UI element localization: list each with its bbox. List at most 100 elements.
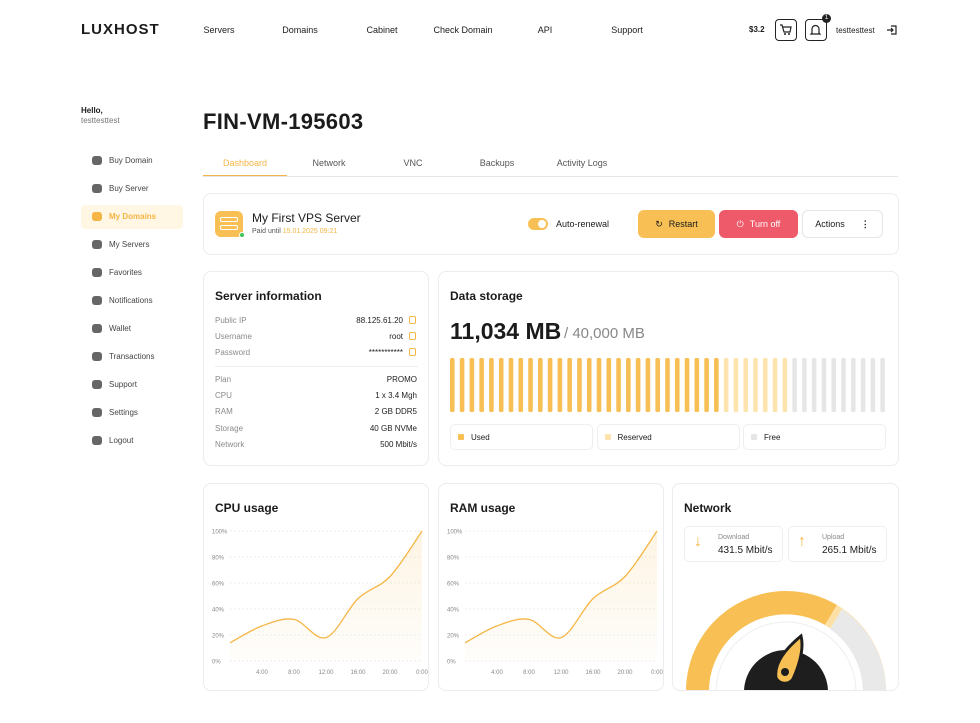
storage-total: / 40,000 MB xyxy=(564,325,645,342)
sidebar-item[interactable]: Favorites xyxy=(81,261,183,285)
sidebar-label: Settings xyxy=(109,408,138,417)
legend-label: Free xyxy=(764,433,781,442)
storage-bar xyxy=(489,358,494,412)
info-label: Public IP xyxy=(215,316,247,325)
tabs-divider xyxy=(203,176,898,177)
sidebar-icon xyxy=(92,296,102,305)
nav-link[interactable]: Servers xyxy=(203,25,235,35)
legend-item: Reserved xyxy=(596,424,740,450)
card-title: RAM usage xyxy=(450,501,516,515)
info-label: CPU xyxy=(215,391,232,400)
storage-bar xyxy=(772,358,778,412)
storage-bar xyxy=(665,358,670,412)
sidebar-label: Buy Server xyxy=(109,184,149,193)
storage-bar xyxy=(802,358,807,412)
actions-label: Actions xyxy=(815,219,845,229)
storage-bar xyxy=(616,358,621,412)
tab[interactable]: Network xyxy=(312,158,346,168)
info-value: PROMO xyxy=(386,375,417,384)
x-tick-label: 12:00 xyxy=(553,670,569,676)
x-tick-label: 20:00 xyxy=(617,670,633,676)
cart-button[interactable] xyxy=(775,19,797,41)
tab[interactable]: VNC xyxy=(403,158,423,168)
nav-link[interactable]: Cabinet xyxy=(366,25,398,35)
sidebar-label: My Domains xyxy=(109,212,157,221)
username[interactable]: testtesttest xyxy=(836,26,875,35)
sidebar-item[interactable]: Buy Domain xyxy=(81,149,183,173)
sidebar-icon xyxy=(92,324,102,333)
sidebar-label: Support xyxy=(109,380,138,389)
copy-icon[interactable] xyxy=(409,332,416,340)
info-label: Storage xyxy=(215,424,244,433)
nav-link[interactable]: Support xyxy=(611,25,643,35)
auto-renewal-label: Auto-renewal xyxy=(556,219,610,229)
line xyxy=(229,530,423,644)
sidebar-label: Logout xyxy=(109,436,134,445)
sidebar-item[interactable]: My Domains xyxy=(81,205,183,229)
card-title: CPU usage xyxy=(215,501,279,515)
storage-bar xyxy=(753,358,758,412)
y-tick-label: 0% xyxy=(212,660,221,666)
upload-label: Upload xyxy=(822,534,845,541)
storage-bar xyxy=(635,358,641,412)
turn-off-button[interactable]: ⏻ Turn off xyxy=(719,210,798,238)
sidebar-icon xyxy=(92,352,102,361)
y-tick-label: 20% xyxy=(212,634,225,640)
storage-bar xyxy=(792,358,797,412)
nav-link[interactable]: API xyxy=(537,25,553,35)
server-info-card: Server information Public IP 88.125.61.20… xyxy=(203,271,429,466)
sidebar-item[interactable]: Support xyxy=(81,373,183,397)
sidebar-label: Buy Domain xyxy=(109,156,153,165)
tab[interactable]: Dashboard xyxy=(222,158,268,168)
legend-swatch xyxy=(604,434,611,440)
card-title: Network xyxy=(684,501,732,515)
notifications-button[interactable] xyxy=(805,19,827,41)
logout-icon[interactable] xyxy=(886,24,898,36)
sidebar-item[interactable]: Buy Server xyxy=(81,177,183,201)
copy-icon[interactable] xyxy=(409,316,416,324)
storage-bar xyxy=(860,358,866,412)
tab[interactable]: Backups xyxy=(479,158,515,168)
storage-bars xyxy=(450,358,885,412)
sidebar-item[interactable]: Notifications xyxy=(81,289,183,313)
notification-badge: 1 xyxy=(822,14,831,23)
storage-bar xyxy=(577,358,582,412)
nav-link[interactable]: Check Domain xyxy=(433,25,493,35)
x-tick-label: 8:00 xyxy=(288,670,300,676)
upload-value: 265.1 Mbit/s xyxy=(822,545,877,556)
auto-renewal-toggle[interactable] xyxy=(528,218,548,230)
y-tick-label: 40% xyxy=(447,608,460,614)
storage-bar xyxy=(821,358,827,412)
sidebar-item[interactable]: Transactions xyxy=(81,345,183,369)
storage-bar xyxy=(547,358,553,412)
storage-bar xyxy=(674,358,680,412)
area xyxy=(230,531,422,661)
storage-bar xyxy=(841,358,846,412)
actions-button[interactable]: Actions ⋮ xyxy=(802,210,883,238)
storage-bar xyxy=(743,358,748,412)
storage-bar xyxy=(518,358,524,412)
legend-label: Reserved xyxy=(617,433,652,442)
restart-button[interactable]: ↻ Restart xyxy=(638,210,715,238)
y-tick-label: 80% xyxy=(212,556,225,562)
nav-link[interactable]: Domains xyxy=(282,25,318,35)
tab[interactable]: Activity Logs xyxy=(556,158,608,168)
sidebar-item[interactable]: Logout xyxy=(81,429,183,453)
legend-item: Used xyxy=(450,424,593,450)
legend-swatch xyxy=(458,434,464,440)
storage-bar xyxy=(538,358,543,412)
logo[interactable]: LUXHOST xyxy=(81,21,160,38)
divider xyxy=(215,366,418,367)
info-label: Network xyxy=(215,440,245,449)
sidebar-icon xyxy=(92,156,102,165)
storage-bar xyxy=(508,358,514,412)
sidebar-item[interactable]: My Servers xyxy=(81,233,183,257)
sidebar-item[interactable]: Wallet xyxy=(81,317,183,341)
storage-bar xyxy=(762,358,768,412)
download-value: 431.5 Mbit/s xyxy=(718,545,773,556)
area xyxy=(465,531,657,661)
copy-icon[interactable] xyxy=(409,348,416,356)
sidebar-item[interactable]: Settings xyxy=(81,401,183,425)
storage-bar xyxy=(479,358,484,412)
